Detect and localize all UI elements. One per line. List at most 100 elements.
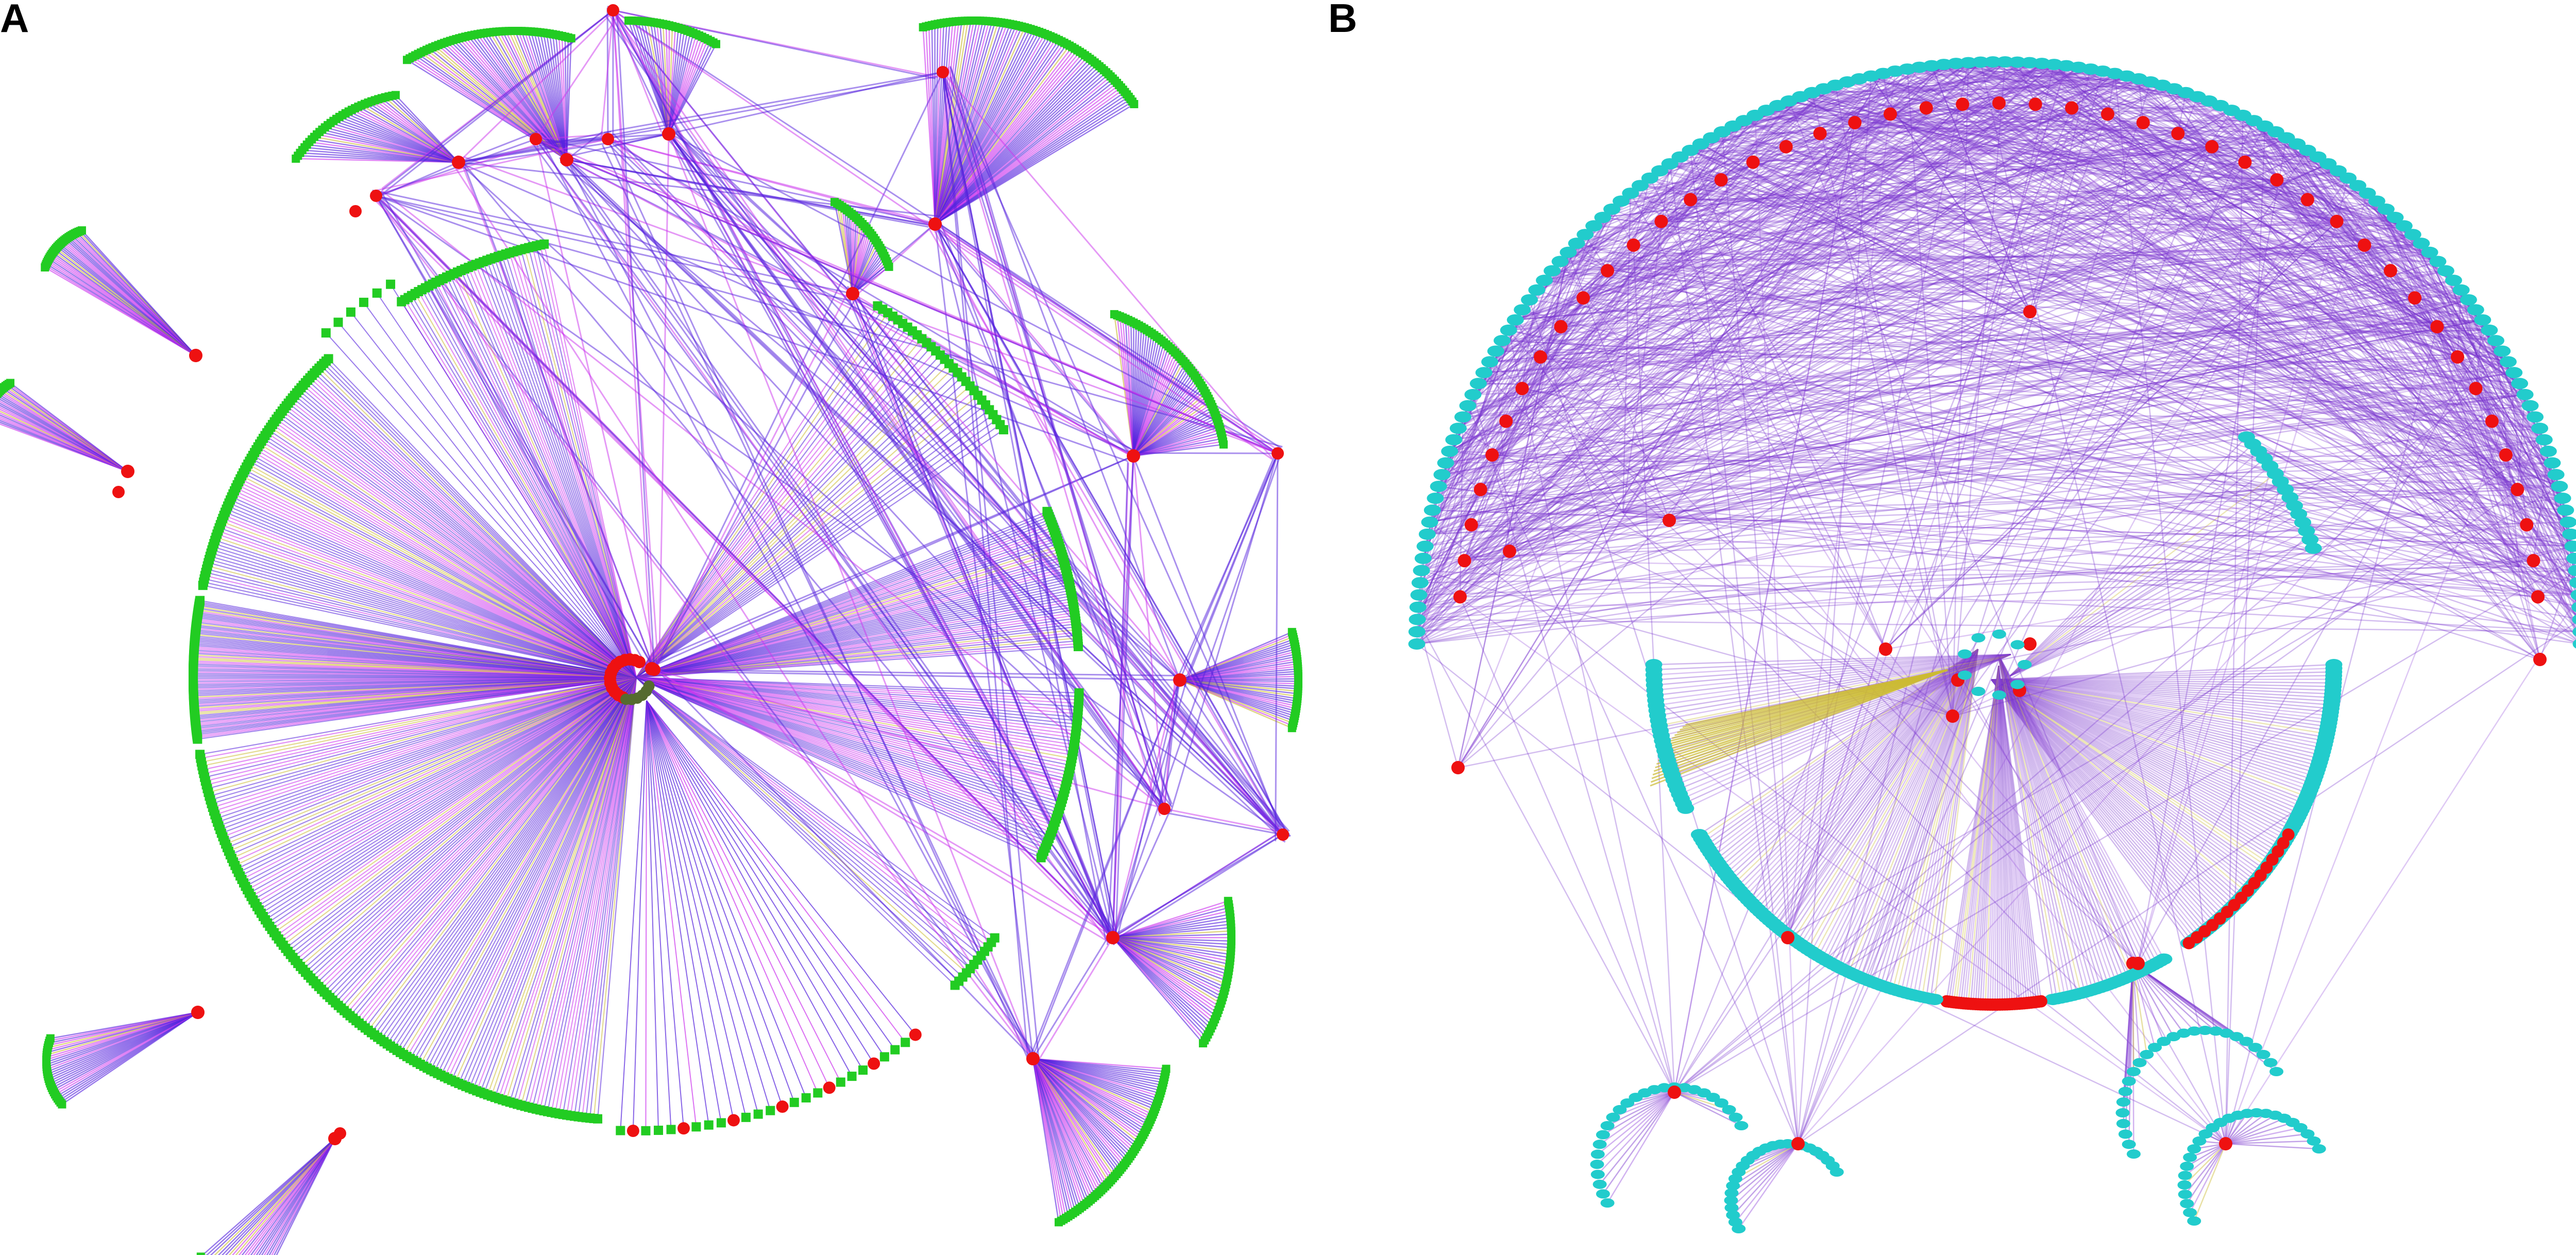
edge <box>1435 405 2531 499</box>
edge <box>1818 649 1979 957</box>
edge <box>1823 88 2438 262</box>
edge <box>2029 62 2377 202</box>
edge <box>1457 66 1920 768</box>
edge <box>1429 125 2265 523</box>
edge <box>1419 105 2221 584</box>
edge <box>1422 157 1681 559</box>
edge <box>1418 454 2506 608</box>
edge <box>1418 594 2576 608</box>
edge <box>2296 143 2576 581</box>
edge <box>2185 92 2553 464</box>
edge <box>433 677 637 1072</box>
edge <box>1457 113 1891 768</box>
edge <box>2177 92 2187 134</box>
edge <box>654 669 1110 943</box>
edge <box>1442 394 2526 476</box>
edge <box>1417 279 2454 620</box>
edge <box>517 677 637 1105</box>
edge <box>1449 450 2560 487</box>
leaf-node <box>321 328 331 338</box>
edge <box>1515 81 2151 321</box>
leaf-node <box>847 1072 857 1081</box>
edge <box>1640 137 2287 186</box>
edge <box>1424 309 1523 547</box>
edge <box>558 677 637 1114</box>
edge <box>1980 62 2227 1144</box>
edge <box>1655 653 2011 696</box>
edge <box>612 10 653 674</box>
edge <box>1991 679 2245 896</box>
edge <box>2244 161 2476 311</box>
edge <box>2225 383 2520 1144</box>
leaf-node <box>1414 552 1432 564</box>
edge <box>1991 667 2334 681</box>
leaf-node <box>1487 345 1504 357</box>
edge <box>2016 61 2576 616</box>
hub-node <box>1879 642 1892 656</box>
edge <box>2367 193 2518 490</box>
hub-node <box>1485 448 1499 462</box>
edge <box>383 677 637 1042</box>
edge <box>1649 178 1887 650</box>
edge <box>2009 521 2303 677</box>
edge <box>1416 270 1553 645</box>
edge <box>1991 679 2240 901</box>
edge <box>1997 654 2136 975</box>
leaf-node <box>998 425 1008 435</box>
edge <box>1515 100 2209 321</box>
edge <box>265 677 637 921</box>
edge <box>1427 297 2415 535</box>
edge <box>646 700 771 1111</box>
edge <box>2336 221 2438 262</box>
edge <box>1913 649 1979 995</box>
edge <box>535 133 613 140</box>
edge <box>240 677 637 877</box>
leaf-node <box>2116 1118 2130 1128</box>
edge <box>1417 489 1481 608</box>
edge <box>1536 289 2576 643</box>
edge <box>210 676 637 801</box>
edge <box>1464 225 1595 561</box>
edge <box>1670 146 2212 165</box>
edge <box>1943 64 2576 629</box>
edge <box>1585 68 1908 235</box>
edge <box>1423 387 2476 559</box>
edge <box>1991 679 2319 767</box>
leaf-node <box>1433 469 1451 481</box>
edge <box>1798 350 2503 1144</box>
edge <box>1991 679 2216 924</box>
edge <box>1998 665 2040 1002</box>
edge <box>1906 69 1954 717</box>
edge <box>612 10 663 132</box>
edge <box>636 414 994 678</box>
edge <box>1680 156 2277 181</box>
edge <box>1743 120 2458 358</box>
hub-node <box>602 133 614 145</box>
edge <box>1901 649 1979 992</box>
edge <box>1797 120 2255 1144</box>
edge <box>566 38 572 160</box>
edge <box>581 677 637 1117</box>
hub-node <box>937 66 949 78</box>
edge <box>1654 653 2011 676</box>
hub-node <box>2028 97 2042 111</box>
edge <box>1998 102 2308 200</box>
edge <box>1656 653 2011 706</box>
edge <box>636 677 959 982</box>
edge <box>1823 88 2490 331</box>
edge <box>1777 105 2329 165</box>
edge <box>370 192 1034 1059</box>
edge <box>2005 61 2538 598</box>
edge <box>1438 64 1944 487</box>
edge <box>1464 120 1745 561</box>
edge <box>2029 69 2092 312</box>
edge <box>2185 92 2536 418</box>
edge <box>1568 131 2276 253</box>
edge <box>1919 66 2404 227</box>
edge <box>1800 96 2308 151</box>
hub-node <box>452 156 465 169</box>
edge <box>1892 649 1979 990</box>
edge <box>1464 512 1623 562</box>
edge <box>1997 654 2165 960</box>
edge <box>1464 261 2438 562</box>
